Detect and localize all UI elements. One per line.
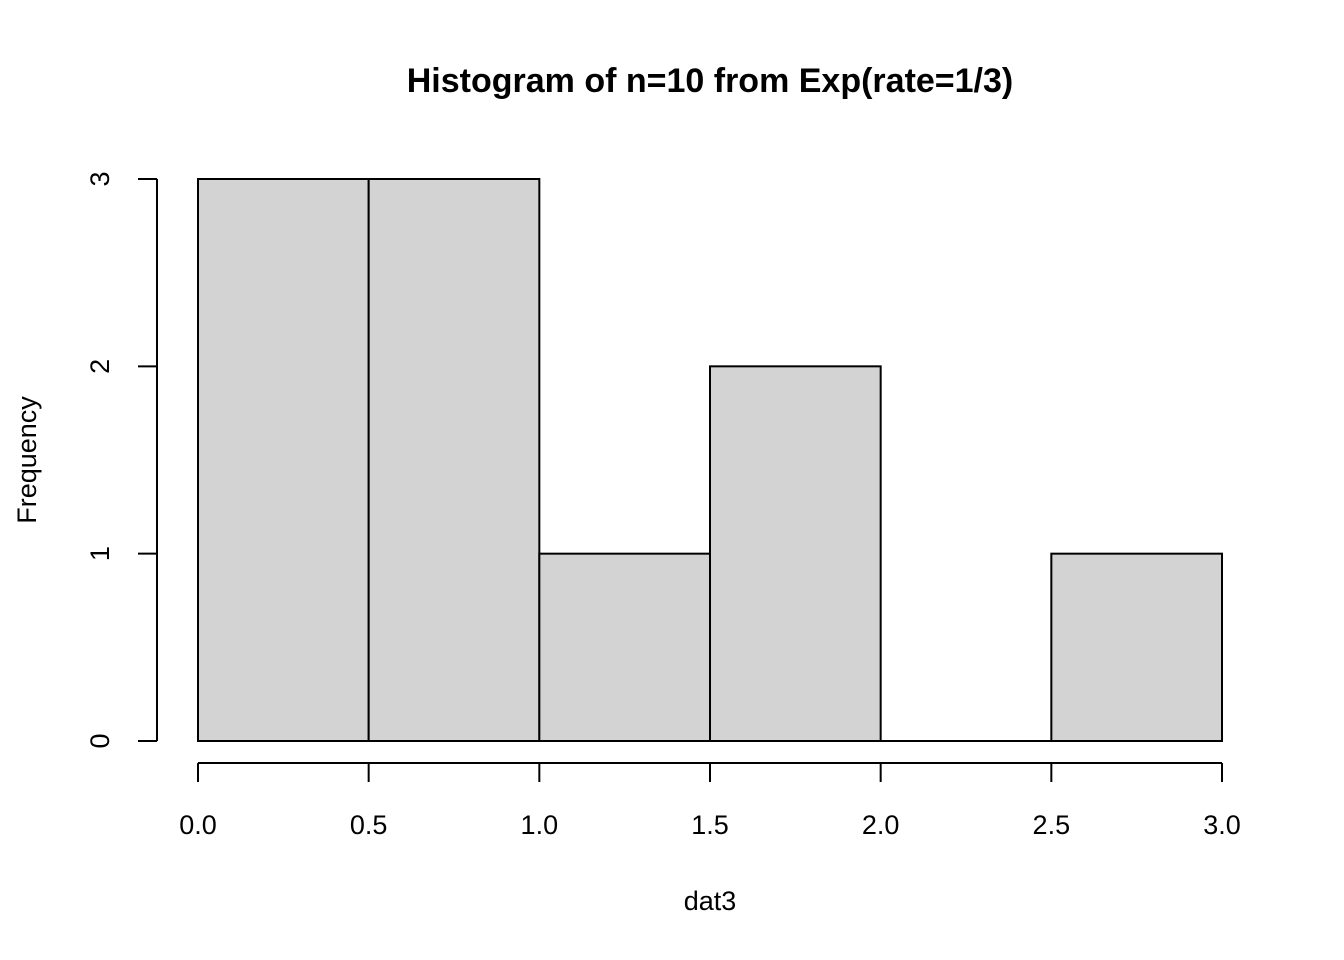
histogram-bar (197, 178, 370, 742)
x-tick-label: 3.0 (1203, 810, 1241, 840)
x-axis: 0.0 0.5 1.0 1.5 2.0 2.5 3.0 (179, 762, 1241, 840)
chart-title: Histogram of n=10 from Exp(rate=1/3) (407, 62, 1014, 100)
histogram-bar (1050, 552, 1224, 743)
y-tick-label: 1 (85, 546, 115, 561)
y-tick-label: 3 (85, 171, 115, 186)
x-axis-label: dat3 (684, 886, 737, 916)
y-tick-label: 2 (85, 359, 115, 374)
x-tick-label: 0.5 (350, 810, 388, 840)
y-tick-label: 0 (85, 733, 115, 748)
x-tick-label: 2.0 (862, 810, 900, 840)
histogram-bar (367, 178, 541, 742)
y-axis-label: Frequency (12, 396, 42, 524)
bars-group (197, 178, 1224, 743)
x-tick-label: 2.5 (1033, 810, 1071, 840)
x-tick-label: 1.5 (691, 810, 729, 840)
x-tick-label: 1.0 (521, 810, 559, 840)
histogram-bar (538, 552, 711, 743)
x-tick-label: 0.0 (179, 810, 217, 840)
histogram-bar (709, 365, 882, 742)
y-axis: 0 1 2 3 (85, 171, 158, 749)
